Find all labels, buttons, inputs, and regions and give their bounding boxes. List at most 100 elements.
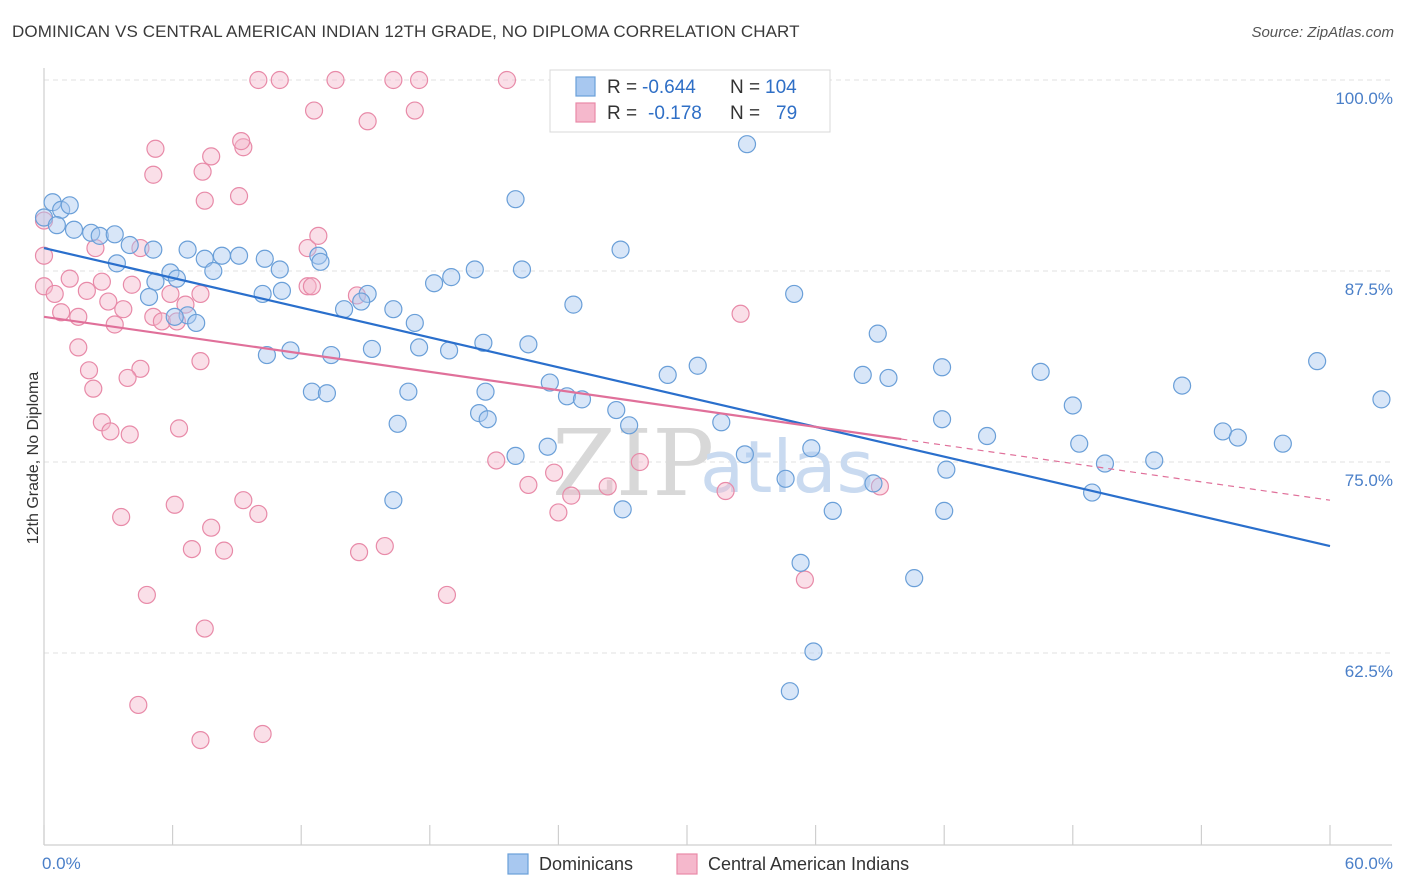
central-american-indian-point-52 (202, 518, 221, 537)
dominican-point-98 (905, 569, 924, 588)
y-tick-label-2: 87.5% (1345, 280, 1393, 299)
central-american-indian-point-59 (137, 585, 156, 605)
central-american-indian-point-77 (118, 368, 137, 388)
legend-r-value-1: -0.644 (642, 77, 696, 98)
dominican-point-87 (1273, 434, 1292, 453)
trend-lines (43, 247, 1331, 548)
central-american-indian-point-32 (193, 162, 212, 181)
dominican-point-78 (1031, 362, 1050, 381)
dominican-point-75 (932, 410, 952, 429)
x-tick-label-1: 60.0% (1345, 854, 1393, 873)
dominican-point-49 (474, 333, 493, 352)
central-american-indian-point-69 (549, 503, 568, 522)
dominican-point-104 (165, 307, 184, 326)
dominican-point-50 (519, 335, 538, 354)
central-american-indian-point-10 (99, 292, 118, 311)
legend-n-label-2: N = (730, 103, 760, 124)
central-american-indian-point-66 (519, 475, 538, 495)
y-tick-label-3: 100.0% (1335, 89, 1393, 108)
central-american-indian-point-27 (101, 422, 120, 441)
dominican-point-23 (272, 281, 292, 300)
central-american-indian-point-76 (302, 277, 322, 296)
central-american-indian-point-3 (45, 284, 64, 304)
legend-n-label-1: N = (730, 77, 760, 98)
dominicans-trend-line (43, 247, 1331, 548)
dominican-point-63 (620, 416, 639, 435)
dominican-point-56 (399, 382, 418, 401)
dominican-point-66 (712, 413, 731, 432)
dominican-point-39 (737, 135, 757, 154)
dominican-point-86 (1228, 428, 1247, 447)
dominican-point-83 (1145, 451, 1164, 470)
central-american-indian-point-22 (79, 361, 99, 380)
legend-r-label-2: R = (607, 103, 637, 124)
central-american-indian-point-36 (229, 187, 249, 206)
central-american-indian-point-20 (191, 284, 210, 304)
central-american-indians-trend-line (43, 315, 902, 441)
central-american-indian-point-48 (298, 277, 317, 296)
bottom-legend-swatch-dominicans (507, 853, 529, 875)
dominican-point-28 (311, 252, 330, 271)
central-american-indian-point-40 (326, 70, 345, 90)
central-american-indian-point-63 (191, 730, 210, 750)
dominican-point-33 (465, 260, 484, 279)
bottom-legend: Dominicans Central American Indians (507, 853, 909, 875)
dominican-point-47 (409, 338, 429, 357)
dominican-point-95 (780, 682, 799, 701)
grid-lines (44, 79, 1392, 654)
dominican-point-7 (90, 226, 109, 245)
central-american-indian-point-38 (270, 70, 289, 90)
central-american-indian-point-75 (630, 452, 649, 472)
dominican-point-32 (442, 268, 461, 287)
central-american-indian-point-28 (120, 425, 139, 444)
central-american-indian-point-53 (234, 491, 253, 510)
dominican-point-84 (1173, 376, 1192, 395)
central-american-indian-point-65 (487, 451, 506, 470)
dominican-point-73 (879, 368, 898, 388)
dominican-point-69 (802, 439, 821, 458)
y-tick-label-0: 62.5% (1345, 662, 1393, 681)
dominican-point-70 (853, 365, 872, 385)
dominican-point-9 (120, 235, 139, 255)
central-american-indian-point-73 (716, 481, 735, 501)
dominican-point-99 (613, 500, 632, 519)
source-label: Source: ZipAtlas.com (1251, 24, 1394, 41)
central-american-indian-point-9 (92, 272, 111, 291)
central-american-indian-point-45 (497, 70, 517, 90)
dominican-point-48 (439, 341, 459, 360)
dominican-point-10 (144, 240, 163, 259)
central-american-indian-point-25 (191, 352, 210, 371)
dominican-points (34, 70, 1391, 701)
central-american-indian-point-7 (77, 281, 96, 300)
central-american-indian-point-13 (122, 275, 141, 294)
dominican-point-62 (538, 437, 557, 456)
x-tick-labels: 0.0% 60.0% (42, 854, 1393, 873)
central-american-indian-point-33 (195, 191, 214, 210)
central-american-indian-point-70 (598, 477, 617, 496)
dominican-point-100 (823, 501, 842, 520)
legend-n-value-1: 104 (765, 77, 797, 98)
dominican-point-74 (932, 358, 952, 377)
central-american-indian-point-24 (131, 359, 150, 378)
central-american-indian-point-31 (144, 165, 163, 184)
dominican-point-77 (977, 426, 997, 446)
dominican-point-31 (424, 274, 444, 293)
central-american-indian-point-42 (384, 70, 403, 90)
dominican-point-11 (178, 240, 197, 259)
dominican-point-80 (1070, 434, 1089, 453)
dominican-point-101 (384, 491, 403, 510)
x-tick-label-0: 0.0% (42, 854, 81, 873)
dominican-point-15 (229, 246, 249, 265)
dominican-point-51 (540, 373, 559, 392)
dominican-point-58 (317, 384, 337, 403)
central-american-indian-point-30 (146, 139, 165, 158)
dominican-point-71 (864, 474, 883, 493)
dominican-point-59 (388, 414, 407, 433)
central-american-indian-point-54 (249, 504, 268, 524)
central-american-indian-point-64 (253, 724, 272, 744)
dominican-point-8 (105, 225, 124, 244)
legend-swatch-dominicans (575, 76, 596, 97)
dominican-point-41 (352, 292, 371, 311)
central-american-indian-point-37 (249, 70, 268, 90)
dominican-point-34 (512, 260, 532, 279)
